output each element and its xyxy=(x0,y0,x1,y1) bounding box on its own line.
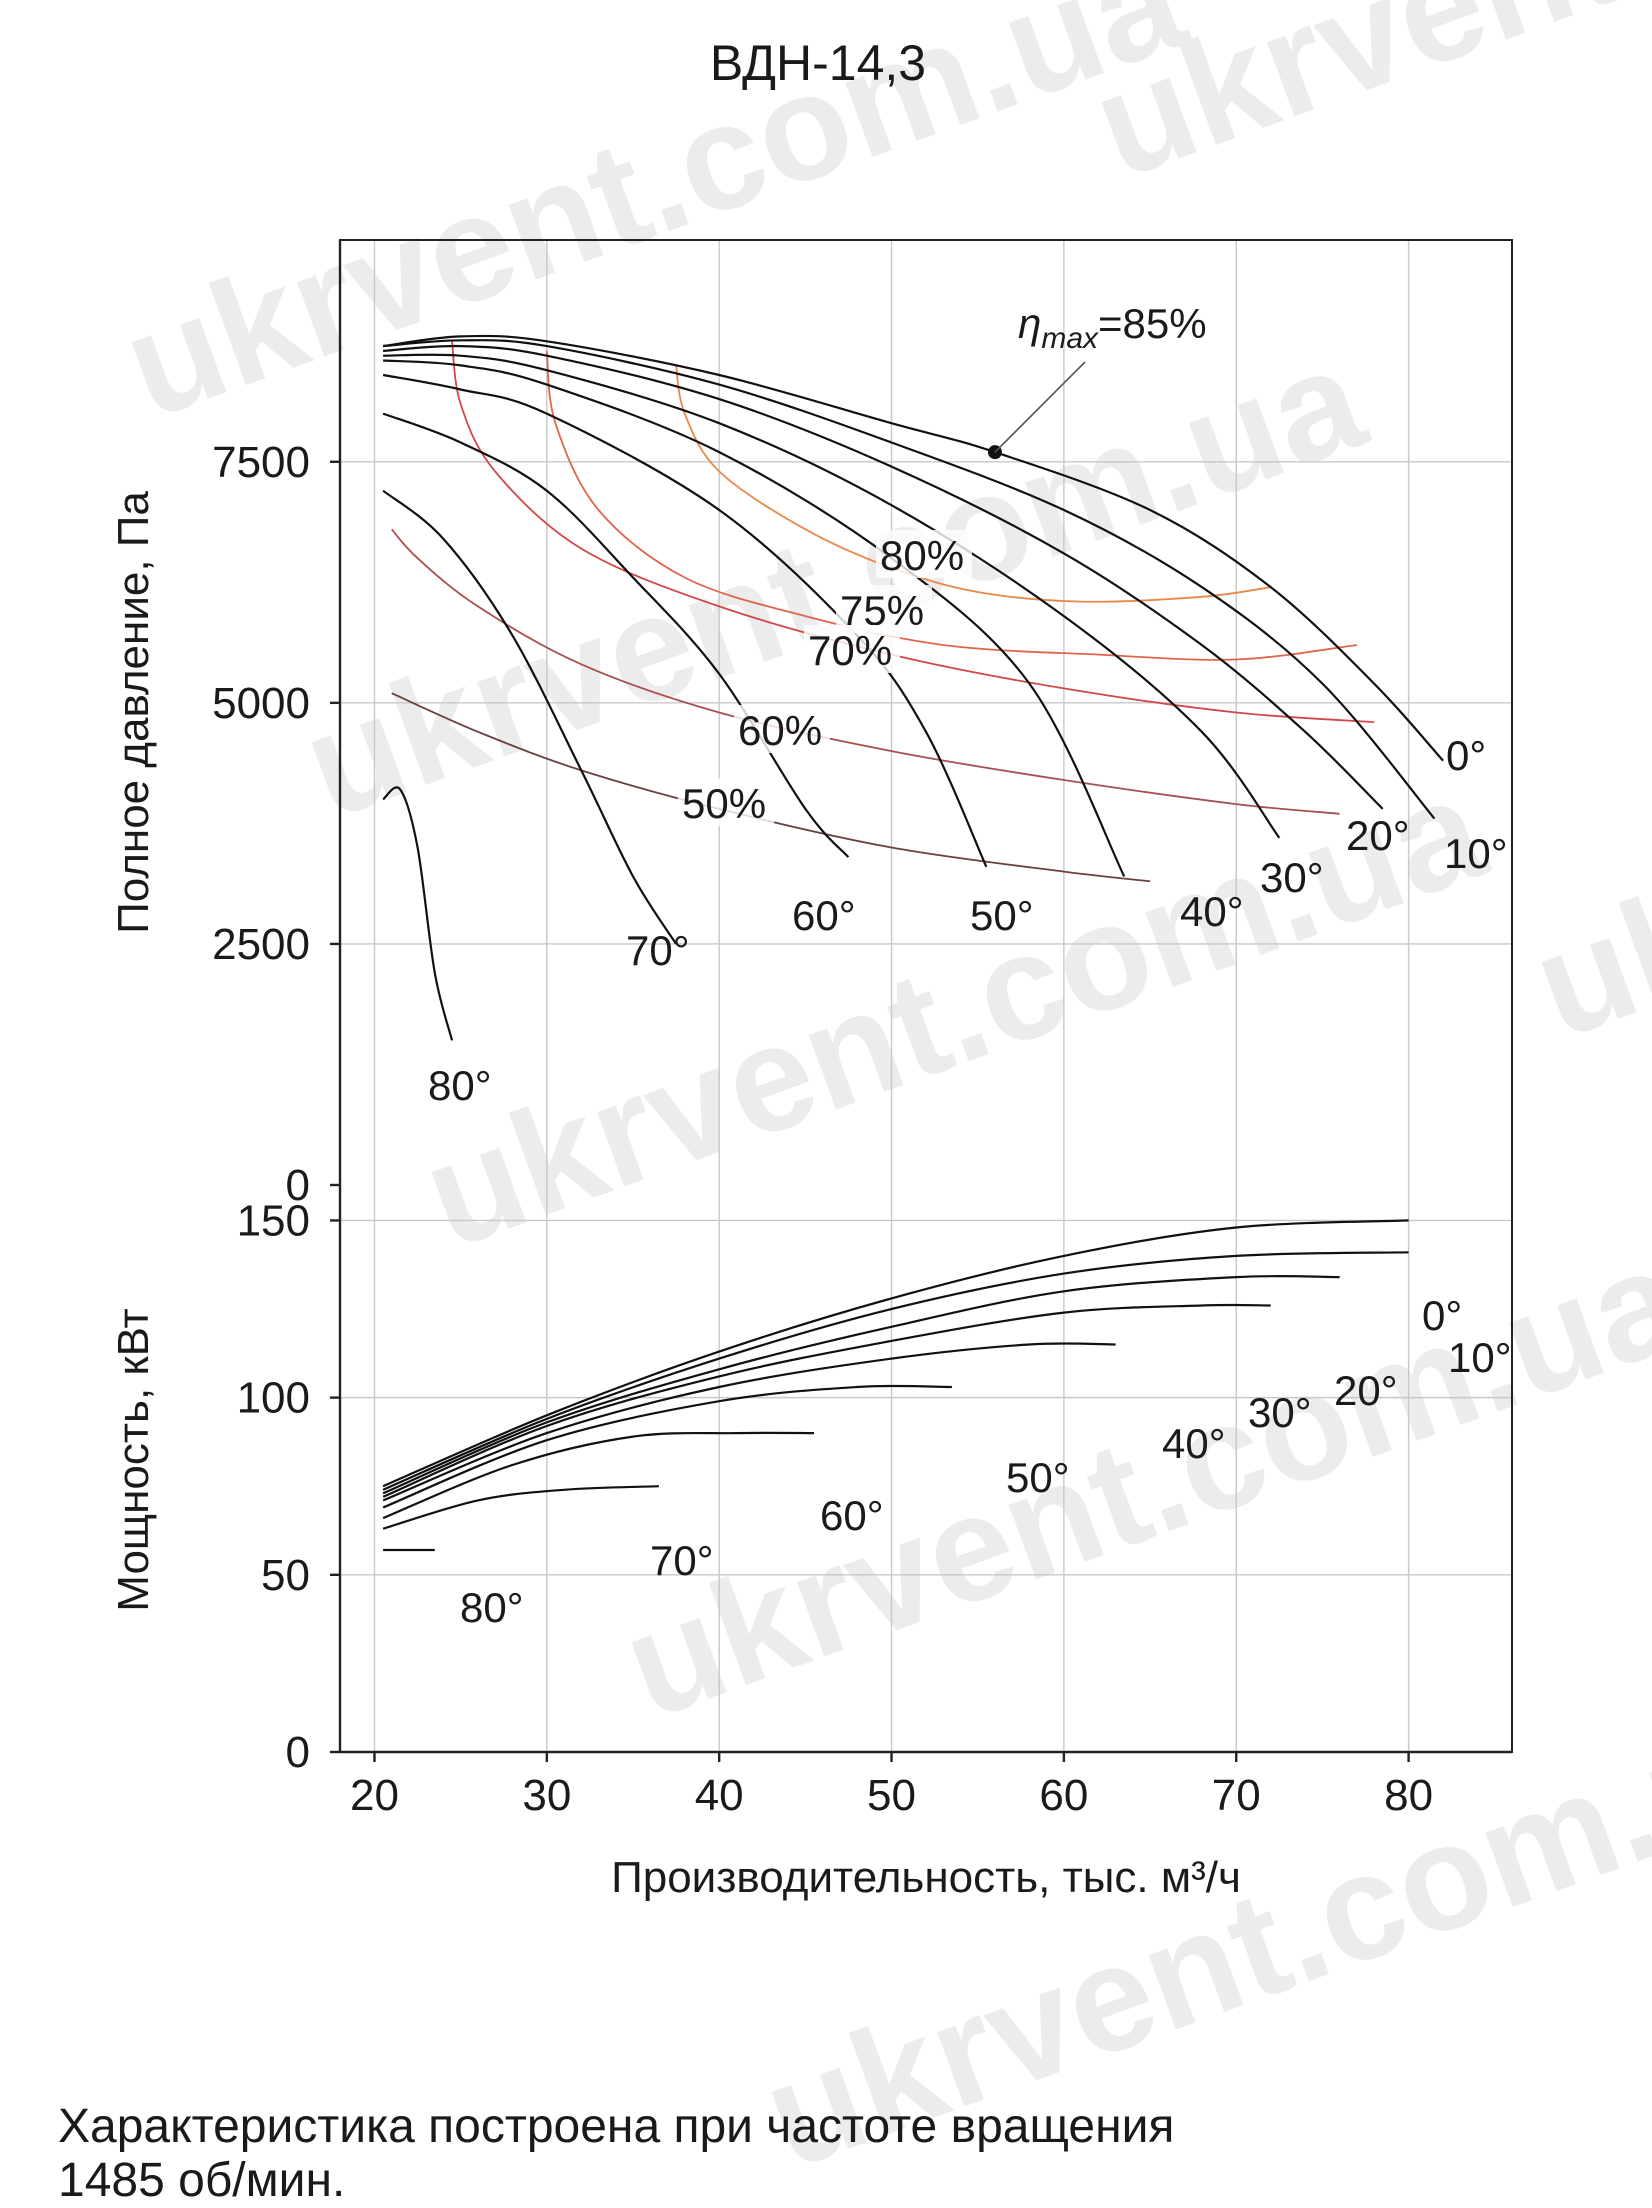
x-axis-label: Производительность, тыс. м³/ч xyxy=(611,1853,1241,1902)
power-curves xyxy=(382,1219,1409,1552)
pressure-curve-40deg xyxy=(383,359,1126,877)
caption: Характеристика построена при частоте вра… xyxy=(58,2100,1618,2208)
chart-title: ВДН-14,3 xyxy=(710,35,926,91)
eta-max-label: ηmax=85% xyxy=(1018,300,1207,355)
watermark-text: ukrvent.com.ua xyxy=(1513,532,1652,1070)
caption-line-1: Характеристика построена при частоте вра… xyxy=(58,2100,1175,2153)
watermark-text: ukrvent.com.ua xyxy=(283,312,1384,850)
x-tick-label: 40 xyxy=(695,1771,744,1820)
pressure-curve-50deg xyxy=(382,373,988,868)
pressure-label-20deg: 20° xyxy=(1346,812,1410,859)
y-tick-label-pressure: 2500 xyxy=(212,920,310,969)
x-tick-label: 20 xyxy=(350,1771,399,1820)
x-tick-label: 80 xyxy=(1384,1771,1433,1820)
watermark-text: ukrvent.com.ua xyxy=(603,1212,1652,1750)
pressure-label-10deg: 10° xyxy=(1444,830,1508,877)
efficiency-label-70: 70% xyxy=(808,627,892,674)
power-label-30deg: 30° xyxy=(1248,1389,1312,1436)
watermark-text: ukrvent.com.ua xyxy=(403,742,1504,1280)
axes: 20 30 40 50 60 70 80 0 2500 5000 7500 0 50 100 150 Прои… xyxy=(109,239,1513,1902)
pressure-label-30deg: 30° xyxy=(1260,854,1324,901)
power-label-40deg: 40° xyxy=(1162,1420,1226,1467)
power-curve-30deg xyxy=(382,1303,1271,1498)
power-curve-20deg xyxy=(382,1274,1340,1495)
efficiency-curve-75 xyxy=(545,350,1358,661)
y-tick-label-power: 100 xyxy=(237,1374,310,1423)
efficiency-label-60: 60% xyxy=(738,707,822,754)
y-tick-label-power: 150 xyxy=(237,1196,310,1245)
pressure-label-50deg: 50° xyxy=(970,892,1034,939)
power-label-0deg: 0° xyxy=(1422,1292,1462,1339)
power-curve-60deg xyxy=(382,1431,815,1520)
power-label-20deg: 20° xyxy=(1334,1367,1398,1414)
efficiency-label-bg xyxy=(804,625,900,673)
efficiency-label-50: 50% xyxy=(682,780,766,827)
eta-max-leader xyxy=(994,361,1086,453)
efficiency-label-80: 80% xyxy=(880,532,964,579)
power-label-70deg: 70° xyxy=(650,1537,714,1584)
grid-lines xyxy=(340,240,1512,1752)
power-curve-70deg xyxy=(382,1485,659,1530)
power-label-60deg: 60° xyxy=(820,1492,884,1539)
y-tick-label-pressure: 5000 xyxy=(212,679,310,728)
pressure-curve-60deg xyxy=(382,412,850,858)
power-curve-40deg xyxy=(382,1342,1116,1502)
pressure-label-40deg: 40° xyxy=(1180,888,1244,935)
power-curve-0deg xyxy=(382,1219,1409,1488)
efficiency-label-bg xyxy=(678,778,774,826)
y-tick-label-power: 0 xyxy=(286,1728,310,1777)
watermark-text: ukrvent.com.ua xyxy=(1073,0,1652,210)
pressure-curves xyxy=(382,334,1444,1041)
pressure-curve-30deg xyxy=(383,353,1281,839)
pressure-label-60deg: 60° xyxy=(792,892,856,939)
pressure-label-0deg: 0° xyxy=(1446,732,1486,779)
y-axis-label-pressure: Полное давление, Па xyxy=(109,491,158,934)
watermark-text: ukrvent.com.ua xyxy=(103,0,1204,450)
caption-line-2: 1485 об/мин. xyxy=(58,2154,346,2207)
pressure-curve-70deg xyxy=(382,489,678,945)
pressure-label-80deg: 80° xyxy=(428,1062,492,1109)
pressure-curve-0deg xyxy=(382,334,1444,762)
x-tick-label: 60 xyxy=(1039,1771,1088,1820)
pressure-curve-80deg xyxy=(382,786,454,1041)
x-tick-label: 70 xyxy=(1212,1771,1261,1820)
power-label-50deg: 50° xyxy=(1006,1454,1070,1501)
pressure-curve-20deg xyxy=(383,344,1384,810)
curve-labels: 80%75%70%60%50%0°10°20°30°40°50°60°70°80… xyxy=(428,300,1512,1631)
pressure-label-70deg: 70° xyxy=(626,927,690,974)
y-tick-label-pressure: 7500 xyxy=(212,438,310,487)
efficiency-label-bg xyxy=(734,705,830,753)
x-tick-label: 50 xyxy=(867,1771,916,1820)
efficiency-curve-70 xyxy=(451,341,1375,723)
power-label-80deg: 80° xyxy=(460,1584,524,1631)
y-axis-label-power: Мощность, кВт xyxy=(109,1308,158,1611)
power-curve-10deg xyxy=(382,1251,1409,1491)
efficiency-label-bg xyxy=(876,530,972,578)
y-tick-label-pressure: 0 xyxy=(286,1161,310,1210)
x-tick-label: 30 xyxy=(522,1771,571,1820)
pressure-curve-10deg xyxy=(383,339,1436,820)
power-curve-50deg xyxy=(382,1384,952,1509)
power-label-10deg: 10° xyxy=(1448,1334,1512,1381)
y-tick-label-power: 50 xyxy=(261,1551,310,1600)
